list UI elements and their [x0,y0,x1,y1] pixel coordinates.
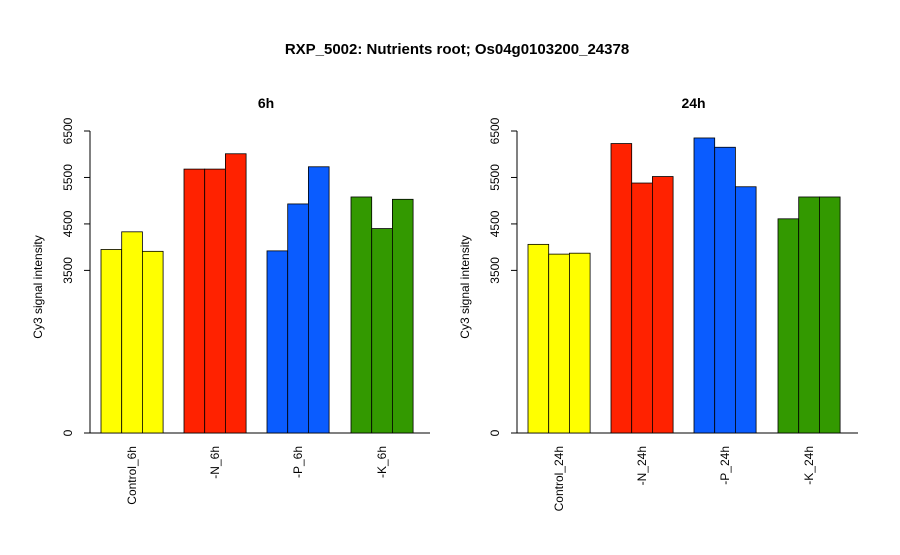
y-tick-label: 4500 [61,210,75,237]
y-tick-label: 0 [61,429,75,436]
y-tick-label: 5500 [488,164,502,191]
x-category-label: -P_24h [718,446,732,485]
x-category-label: Control_6h [125,446,139,505]
x-category-label: -K_24h [802,446,816,485]
bar [610,143,633,434]
bar [652,176,674,434]
bar [714,146,736,434]
bar [735,186,757,434]
bar [631,182,653,434]
panel-1: 6h 0 3500 4500 5500 6500 Cy3 signal intensity C… [31,95,430,505]
bar [548,253,570,434]
bar [527,243,550,434]
panel-title: 24h [681,95,705,111]
bar [287,203,309,434]
bar [777,218,800,434]
y-tick-label: 4500 [488,210,502,237]
bar [204,168,226,434]
x-category-label: -P_6h [291,446,305,478]
bar [371,228,393,434]
bar [183,168,206,434]
bar [819,196,841,434]
x-category-label: Control_24h [552,446,566,511]
bar [350,196,373,434]
y-tick-label: 0 [488,429,502,436]
y-tick-label: 3500 [61,257,75,284]
bar [266,250,289,434]
figure-title: RXP_5002: Nutrients root; Os04g0103200_2… [285,41,629,58]
x-category-label: -N_24h [635,446,649,485]
x-category-label: -K_6h [375,446,389,478]
x-category-label: -N_6h [208,446,222,479]
y-axis-label: Cy3 signal intensity [458,235,472,338]
y-tick-label: 6500 [488,117,502,144]
y-tick-label: 3500 [488,257,502,284]
bar [121,231,143,434]
y-tick-label: 5500 [61,164,75,191]
bar [569,252,591,434]
bar [307,166,330,434]
y-tick-label: 6500 [61,117,75,144]
panel-2: 24h 0 3500 4500 5500 6500 Cy3 signal intensity… [458,95,858,511]
bar [224,153,247,434]
bar [798,196,820,434]
bar [141,250,164,434]
bar [100,249,123,434]
y-axis-label: Cy3 signal intensity [31,235,45,338]
bar [693,137,716,434]
bar [391,198,414,434]
panel-title: 6h [258,95,274,111]
